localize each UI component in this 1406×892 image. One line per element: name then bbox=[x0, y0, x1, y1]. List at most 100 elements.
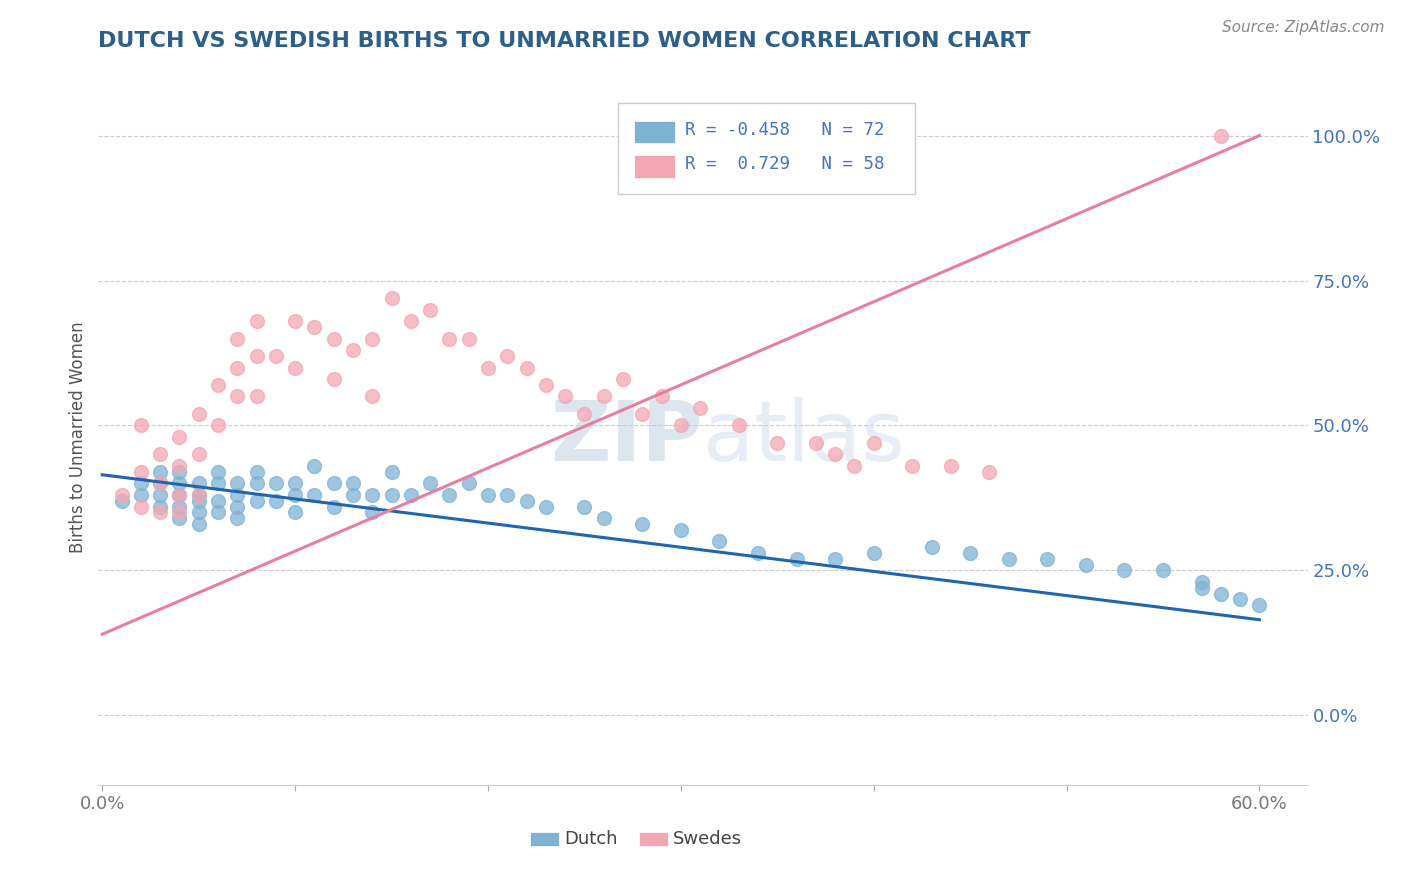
Point bbox=[129, 418, 152, 433]
Point bbox=[689, 401, 711, 416]
Point bbox=[110, 494, 132, 508]
Point bbox=[304, 458, 326, 473]
Point bbox=[921, 541, 943, 555]
Point bbox=[1209, 128, 1232, 143]
Point bbox=[207, 418, 229, 433]
Point bbox=[187, 494, 209, 508]
Point bbox=[129, 465, 152, 479]
Point bbox=[149, 448, 172, 462]
Text: Source: ZipAtlas.com: Source: ZipAtlas.com bbox=[1222, 20, 1385, 35]
Point bbox=[149, 465, 172, 479]
Point bbox=[361, 389, 384, 403]
Point bbox=[169, 500, 191, 514]
Point bbox=[1229, 592, 1251, 607]
Point bbox=[361, 505, 384, 519]
Point bbox=[187, 488, 209, 502]
Point bbox=[226, 476, 249, 491]
Point bbox=[187, 476, 209, 491]
Point bbox=[439, 331, 461, 345]
Point bbox=[727, 418, 749, 433]
Point bbox=[342, 476, 364, 491]
Point bbox=[284, 314, 307, 328]
Point bbox=[169, 465, 191, 479]
Point bbox=[226, 360, 249, 375]
Point bbox=[631, 407, 654, 421]
Text: Dutch: Dutch bbox=[564, 830, 617, 848]
Point bbox=[169, 430, 191, 444]
Point bbox=[862, 546, 884, 560]
Point bbox=[477, 360, 499, 375]
Point bbox=[169, 488, 191, 502]
Point bbox=[226, 331, 249, 345]
Point bbox=[1074, 558, 1097, 572]
Text: R = -0.458   N = 72: R = -0.458 N = 72 bbox=[685, 120, 884, 138]
Point bbox=[169, 511, 191, 525]
Point bbox=[651, 389, 673, 403]
Point bbox=[322, 476, 344, 491]
Point bbox=[169, 488, 191, 502]
Point bbox=[1209, 587, 1232, 601]
Point bbox=[149, 488, 172, 502]
Point bbox=[419, 302, 441, 317]
Point bbox=[901, 458, 924, 473]
Point bbox=[207, 505, 229, 519]
FancyBboxPatch shape bbox=[619, 103, 915, 194]
Point bbox=[399, 314, 422, 328]
Point bbox=[1191, 581, 1213, 595]
Point bbox=[245, 389, 267, 403]
Point bbox=[245, 494, 267, 508]
Point bbox=[361, 488, 384, 502]
Point bbox=[574, 500, 596, 514]
Point bbox=[439, 488, 461, 502]
Text: atlas: atlas bbox=[703, 397, 904, 477]
Point bbox=[786, 551, 808, 566]
FancyBboxPatch shape bbox=[634, 120, 675, 143]
Point bbox=[342, 488, 364, 502]
Point bbox=[169, 458, 191, 473]
Point bbox=[207, 476, 229, 491]
Point bbox=[534, 500, 557, 514]
Text: R =  0.729   N = 58: R = 0.729 N = 58 bbox=[685, 155, 884, 173]
Point bbox=[264, 494, 287, 508]
Point bbox=[129, 500, 152, 514]
Point bbox=[959, 546, 981, 560]
Point bbox=[515, 494, 537, 508]
Point bbox=[284, 360, 307, 375]
Point bbox=[844, 458, 866, 473]
Point bbox=[534, 378, 557, 392]
Point bbox=[631, 516, 654, 531]
Point bbox=[129, 476, 152, 491]
Point bbox=[419, 476, 441, 491]
Point bbox=[496, 349, 519, 363]
FancyBboxPatch shape bbox=[530, 832, 560, 847]
Point bbox=[187, 505, 209, 519]
Point bbox=[515, 360, 537, 375]
Point bbox=[245, 465, 267, 479]
Point bbox=[169, 476, 191, 491]
Point bbox=[226, 500, 249, 514]
Point bbox=[592, 511, 614, 525]
Point bbox=[110, 488, 132, 502]
Point bbox=[264, 349, 287, 363]
Point bbox=[1036, 551, 1059, 566]
Y-axis label: Births to Unmarried Women: Births to Unmarried Women bbox=[69, 321, 87, 553]
Point bbox=[669, 523, 692, 537]
Point bbox=[824, 551, 846, 566]
Point bbox=[149, 500, 172, 514]
Point bbox=[1191, 574, 1213, 589]
Point bbox=[939, 458, 962, 473]
Point bbox=[322, 331, 344, 345]
Point bbox=[709, 534, 731, 549]
Point bbox=[149, 476, 172, 491]
Point bbox=[554, 389, 576, 403]
Point bbox=[284, 505, 307, 519]
Point bbox=[187, 407, 209, 421]
Point bbox=[226, 511, 249, 525]
Text: Swedes: Swedes bbox=[672, 830, 742, 848]
Point bbox=[322, 500, 344, 514]
Point bbox=[380, 291, 402, 305]
Point bbox=[766, 435, 789, 450]
Point bbox=[862, 435, 884, 450]
Point bbox=[457, 331, 479, 345]
Point bbox=[245, 314, 267, 328]
